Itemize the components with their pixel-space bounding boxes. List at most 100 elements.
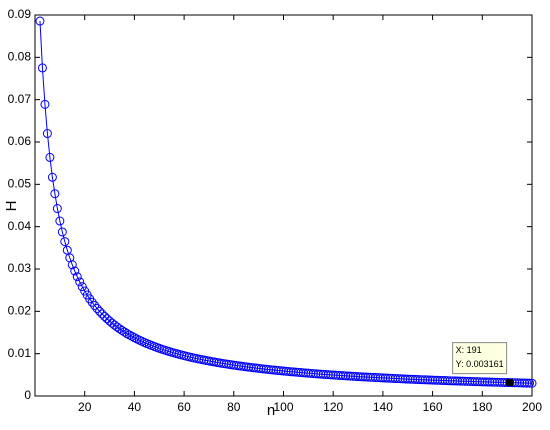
data-marker bbox=[47, 172, 57, 182]
data-marker bbox=[55, 216, 65, 226]
data-marker bbox=[119, 327, 129, 337]
data-marker bbox=[440, 376, 450, 386]
data-marker bbox=[475, 377, 485, 387]
data-marker bbox=[487, 377, 497, 387]
data-marker bbox=[60, 237, 70, 247]
data-marker bbox=[288, 367, 298, 377]
data-marker bbox=[433, 375, 443, 385]
y-axis-label: H bbox=[3, 201, 20, 212]
x-tick-label: 120 bbox=[323, 400, 343, 414]
data-marker bbox=[393, 374, 403, 384]
data-marker bbox=[351, 371, 361, 381]
data-marker bbox=[467, 376, 477, 386]
data-marker bbox=[470, 377, 480, 387]
data-marker bbox=[303, 368, 313, 378]
data-marker bbox=[450, 376, 460, 386]
data-marker bbox=[365, 372, 375, 382]
y-tick-label: 0.01 bbox=[8, 346, 32, 360]
data-marker bbox=[328, 370, 338, 380]
y-tick-label: 0.02 bbox=[8, 304, 32, 318]
data-marker bbox=[505, 378, 515, 388]
data-marker bbox=[443, 376, 453, 386]
data-marker bbox=[326, 370, 336, 380]
data-marker bbox=[293, 367, 303, 377]
data-marker bbox=[445, 376, 455, 386]
data-marker bbox=[336, 371, 346, 381]
data-marker bbox=[95, 306, 105, 316]
data-marker bbox=[515, 378, 525, 388]
x-tick-label: 100 bbox=[273, 400, 293, 414]
data-marker bbox=[353, 372, 363, 382]
data-marker bbox=[346, 371, 356, 381]
data-marker bbox=[318, 369, 328, 379]
data-marker bbox=[57, 227, 67, 237]
y-tick-label: 0.05 bbox=[8, 177, 32, 191]
data-marker bbox=[522, 378, 532, 388]
data-marker bbox=[52, 204, 62, 214]
data-marker bbox=[87, 297, 97, 307]
data-marker bbox=[385, 373, 395, 383]
data-marker bbox=[283, 366, 293, 376]
data-marker bbox=[77, 282, 87, 292]
data-marker bbox=[67, 260, 77, 270]
data-marker bbox=[403, 374, 413, 384]
data-marker bbox=[370, 373, 380, 383]
data-marker bbox=[311, 369, 321, 379]
data-marker bbox=[323, 370, 333, 380]
data-marker bbox=[72, 272, 82, 282]
y-tick-label: 0.07 bbox=[8, 92, 32, 106]
x-tick-label: 20 bbox=[78, 400, 92, 414]
data-marker bbox=[490, 377, 500, 387]
data-marker bbox=[368, 372, 378, 382]
data-marker bbox=[383, 373, 393, 383]
data-marker bbox=[378, 373, 388, 383]
datatip-marker bbox=[506, 379, 514, 387]
data-marker bbox=[423, 375, 433, 385]
x-tick-label: 140 bbox=[373, 400, 393, 414]
data-marker bbox=[343, 371, 353, 381]
data-marker bbox=[363, 372, 373, 382]
data-marker bbox=[92, 303, 102, 313]
data-line bbox=[39, 21, 533, 384]
x-tick-label: 180 bbox=[472, 400, 492, 414]
y-tick-label: 0.04 bbox=[8, 219, 32, 233]
datatip-box bbox=[452, 342, 508, 375]
data-marker bbox=[100, 311, 110, 321]
data-marker bbox=[380, 373, 390, 383]
data-marker bbox=[420, 375, 430, 385]
data-marker bbox=[428, 375, 438, 385]
data-marker bbox=[410, 374, 420, 384]
data-marker bbox=[341, 371, 351, 381]
x-tick-label: 200 bbox=[522, 400, 542, 414]
data-marker bbox=[465, 376, 475, 386]
y-tick-label: 0.06 bbox=[8, 134, 32, 148]
data-marker bbox=[45, 152, 55, 162]
data-marker bbox=[313, 369, 323, 379]
y-tick-label: 0 bbox=[24, 388, 31, 402]
data-marker bbox=[390, 374, 400, 384]
data-marker bbox=[408, 374, 418, 384]
data-marker bbox=[97, 309, 107, 319]
data-marker bbox=[35, 16, 45, 26]
data-marker bbox=[348, 371, 358, 381]
data-marker bbox=[316, 369, 326, 379]
data-marker bbox=[321, 369, 331, 379]
data-marker bbox=[517, 378, 527, 388]
x-tick-label: 160 bbox=[423, 400, 443, 414]
data-marker bbox=[418, 375, 428, 385]
data-marker bbox=[306, 368, 316, 378]
data-marker bbox=[296, 368, 306, 378]
data-marker bbox=[438, 375, 448, 385]
data-marker bbox=[42, 129, 52, 139]
y-tick-label: 0.08 bbox=[8, 50, 32, 64]
data-marker bbox=[430, 375, 440, 385]
data-marker bbox=[405, 374, 415, 384]
data-marker bbox=[415, 375, 425, 385]
x-tick-label: 40 bbox=[128, 400, 142, 414]
datatip-label: X: 191 bbox=[456, 345, 482, 355]
data-marker bbox=[413, 374, 423, 384]
data-marker bbox=[492, 377, 502, 387]
data-marker bbox=[525, 378, 535, 388]
y-tick-label: 0.03 bbox=[8, 261, 32, 275]
y-tick-label: 0.09 bbox=[8, 7, 32, 21]
